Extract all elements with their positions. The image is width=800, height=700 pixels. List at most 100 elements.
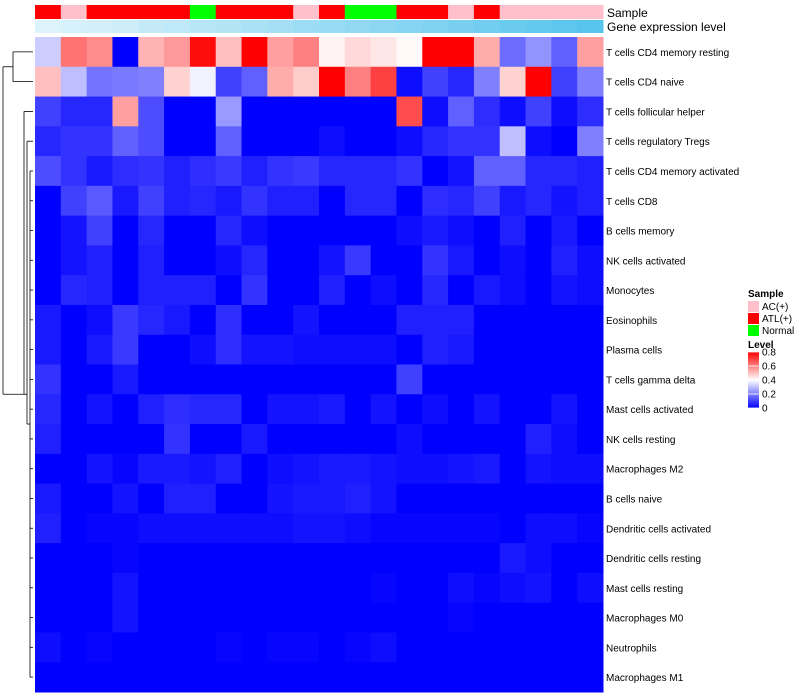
heatmap-cell xyxy=(215,394,243,425)
heatmap-cell xyxy=(499,96,527,127)
heatmap-cell xyxy=(422,245,449,276)
heatmap-cell xyxy=(370,304,397,336)
heatmap-cell xyxy=(396,156,423,187)
heatmap-cell xyxy=(499,185,527,217)
heatmap-cell xyxy=(112,662,139,693)
heatmap-cell xyxy=(293,96,320,127)
heatmap-cell xyxy=(577,185,604,217)
heatmap-cell xyxy=(60,66,88,98)
heatmap-cell xyxy=(35,394,62,425)
row-dendrogram xyxy=(2,51,33,678)
heatmap-cell xyxy=(499,215,527,246)
heatmap-cell xyxy=(319,424,346,455)
heatmap-cell xyxy=(473,126,501,157)
heatmap-cell xyxy=(396,602,423,633)
heatmap-cell xyxy=(396,572,423,604)
heatmap-cell xyxy=(577,245,604,276)
heatmap-cell xyxy=(525,364,552,395)
heatmap-cell xyxy=(138,245,165,276)
heatmap-cell xyxy=(499,602,527,633)
heatmap-cell xyxy=(86,513,113,544)
heatmap-cell xyxy=(189,66,217,98)
heatmap-cell xyxy=(35,543,62,574)
heatmap-cell xyxy=(319,364,346,395)
heatmap-cell xyxy=(35,453,62,485)
heatmap-cell xyxy=(525,96,552,127)
heatmap-cell xyxy=(215,543,243,574)
expression-track-cell xyxy=(448,20,475,33)
heatmap-cell xyxy=(35,185,62,217)
heatmap-cell xyxy=(112,66,139,98)
row-label: T cells CD4 memory resting xyxy=(606,48,729,59)
heatmap-cell xyxy=(189,304,217,336)
heatmap-cell xyxy=(499,572,527,604)
heatmap-cell xyxy=(189,394,217,425)
heatmap-cell xyxy=(138,483,165,514)
heatmap-cell xyxy=(525,424,552,455)
row-label: Dendritic cells activated xyxy=(606,524,711,535)
sample-track-cell xyxy=(551,5,578,19)
heatmap-cell xyxy=(164,632,191,663)
heatmap-cell xyxy=(448,275,475,306)
heatmap-cell xyxy=(473,483,501,514)
heatmap-cell xyxy=(215,126,243,157)
heatmap-cell xyxy=(215,185,243,217)
heatmap-cell xyxy=(112,424,139,455)
heatmap-cell xyxy=(344,156,372,187)
heatmap-cell xyxy=(164,453,191,485)
heatmap-cell xyxy=(396,215,423,246)
expression-track-cell xyxy=(293,20,320,33)
heatmap-cell xyxy=(577,572,604,604)
expression-track-cell xyxy=(344,20,372,33)
heatmap-cell xyxy=(189,572,217,604)
heatmap-cell xyxy=(525,572,552,604)
heatmap-cell xyxy=(241,275,268,306)
row-label: B cells memory xyxy=(606,227,674,238)
heatmap-cell xyxy=(499,156,527,187)
heatmap-cell xyxy=(551,334,578,365)
heatmap-cell xyxy=(551,453,578,485)
sample-track-cell xyxy=(396,5,423,19)
heatmap-cell xyxy=(267,572,294,604)
heatmap-cell xyxy=(189,156,217,187)
heatmap-cell xyxy=(267,453,294,485)
heatmap-cell xyxy=(293,37,320,68)
heatmap-cell xyxy=(215,572,243,604)
expression-track-cell xyxy=(60,20,88,33)
heatmap-cell xyxy=(164,215,191,246)
heatmap-cell xyxy=(112,602,139,633)
heatmap-cell xyxy=(344,572,372,604)
heatmap-cell xyxy=(448,96,475,127)
heatmap-cell xyxy=(138,632,165,663)
row-label: Macrophages M1 xyxy=(606,673,684,684)
heatmap-cell xyxy=(319,632,346,663)
expression-track-cell xyxy=(35,20,62,33)
heatmap-cell xyxy=(319,602,346,633)
heatmap-cell xyxy=(164,126,191,157)
heatmap-cell xyxy=(215,424,243,455)
legend-entry-label: Normal xyxy=(762,326,794,337)
heatmap-cell xyxy=(422,185,449,217)
heatmap-cell xyxy=(448,662,475,693)
sample-track-cell xyxy=(267,5,294,19)
heatmap-cell xyxy=(86,156,113,187)
legend-swatch xyxy=(748,325,759,336)
heatmap-cell xyxy=(319,513,346,544)
heatmap-cell xyxy=(525,394,552,425)
heatmap-cell xyxy=(344,215,372,246)
heatmap-cell xyxy=(164,483,191,514)
heatmap-cell xyxy=(370,156,397,187)
heatmap-cell xyxy=(499,424,527,455)
heatmap-cell xyxy=(344,632,372,663)
heatmap-cell xyxy=(164,245,191,276)
heatmap-cell xyxy=(35,662,62,693)
heatmap-cell xyxy=(525,275,552,306)
heatmap-cell xyxy=(293,662,320,693)
heatmap-cell xyxy=(267,96,294,127)
heatmap-cell xyxy=(499,483,527,514)
heatmap-cell xyxy=(112,156,139,187)
heatmap-cell xyxy=(551,156,578,187)
heatmap-cell xyxy=(293,513,320,544)
heatmap-cell xyxy=(267,602,294,633)
heatmap-cell xyxy=(473,96,501,127)
